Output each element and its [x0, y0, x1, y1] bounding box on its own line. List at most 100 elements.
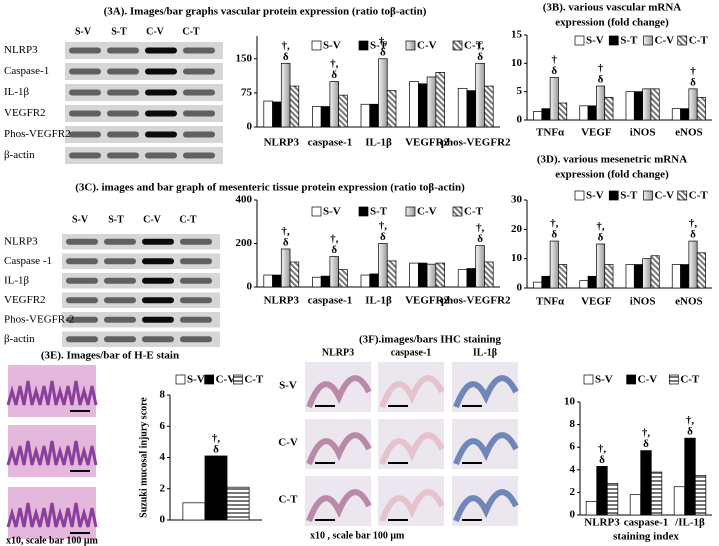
- significance-mark: δ: [477, 233, 483, 245]
- bar: [604, 264, 614, 289]
- significance-mark: δ: [598, 232, 604, 244]
- bar: [558, 264, 568, 289]
- bar: [386, 90, 397, 128]
- chart-title: (3B). various vascular mRNA: [543, 2, 682, 14]
- legend-label: S-V: [323, 206, 341, 218]
- row-label: S-V: [279, 380, 297, 392]
- bar: [263, 274, 273, 288]
- legend-swatch: [574, 190, 585, 201]
- ihc-tissue: [379, 375, 445, 409]
- blot-band: [107, 89, 139, 96]
- significance-mark: †,: [379, 35, 388, 47]
- bar: [642, 258, 652, 289]
- blot-band: [69, 89, 101, 96]
- y-tick-label: 200: [236, 237, 253, 249]
- row-label: VEGFR2: [4, 107, 46, 119]
- chart-title: (3C). images and bar graph of mesenteric…: [75, 182, 465, 194]
- significance-mark: †,: [212, 432, 221, 444]
- significance-mark: δ: [477, 51, 483, 63]
- bar: [338, 269, 348, 288]
- row-label: Caspase -1: [4, 255, 52, 267]
- significance-mark: δ: [598, 74, 604, 86]
- y-tick-label: 150: [236, 52, 253, 64]
- bar: [696, 96, 706, 121]
- bar: [426, 76, 437, 128]
- x-tick-label: VEGFR2: [405, 137, 450, 149]
- bar: [272, 101, 282, 128]
- y-tick-label: 6: [570, 441, 576, 453]
- bar: [378, 58, 388, 128]
- row-label: Phos-VEGFR-2: [4, 313, 74, 325]
- y-tick-label: 0: [517, 114, 523, 126]
- significance-mark: †,: [330, 233, 339, 245]
- bar: [338, 94, 348, 128]
- blot-band: [104, 336, 136, 343]
- bar: [329, 81, 339, 128]
- y-axis-label: Suzuki mucosal injury score: [138, 397, 149, 518]
- legend-label: C-V: [655, 190, 675, 202]
- significance-mark: †,: [550, 218, 559, 230]
- significance-mark: δ: [599, 454, 605, 466]
- bar: [596, 85, 606, 121]
- row-label: β-actin: [4, 149, 35, 161]
- blot-band: [180, 316, 212, 323]
- bar: [369, 273, 379, 288]
- y-tick-label: 10: [511, 252, 523, 264]
- bar: [640, 450, 652, 516]
- x-tick-label: VEGF: [581, 296, 612, 308]
- legend-label: S-T: [370, 206, 388, 218]
- legend-label: C-V: [417, 206, 437, 218]
- bar: [606, 483, 619, 516]
- x-tick-label: VEGF: [581, 127, 612, 139]
- row-label: IL-1β: [4, 86, 30, 98]
- blot-band: [180, 297, 212, 304]
- x-axis-label: staining index: [613, 531, 679, 543]
- y-tick-label: 20: [511, 223, 523, 235]
- significance-mark: †: [690, 65, 696, 77]
- blot-band: [145, 89, 177, 96]
- blot-band: [183, 131, 215, 138]
- column-label: caspase-1: [391, 347, 432, 358]
- significance-mark: †,: [476, 40, 485, 52]
- blot-strip: [65, 63, 223, 80]
- blot-strip: [65, 84, 223, 101]
- blot-band: [145, 131, 177, 138]
- y-tick-label: 30: [511, 194, 523, 206]
- bar: [484, 85, 494, 128]
- bar: [533, 281, 543, 289]
- blot-band: [183, 47, 215, 54]
- blot-strip: [62, 312, 220, 328]
- significance-mark: †,: [282, 40, 291, 52]
- bar: [673, 486, 686, 516]
- chart-title: (3E). Images/bar of H-E stain: [41, 350, 179, 362]
- bar: [409, 262, 419, 288]
- lane-label: S-T: [108, 214, 124, 225]
- ihc-image: [305, 476, 371, 526]
- blot-band: [142, 316, 174, 323]
- blot-band: [142, 258, 174, 265]
- significance-mark: †,: [476, 222, 485, 234]
- bar: [418, 262, 428, 288]
- row-label: NLRP3: [4, 44, 38, 56]
- bar: [272, 274, 282, 288]
- blot-band: [69, 131, 101, 138]
- bar: [466, 90, 477, 128]
- blot-band: [145, 110, 177, 117]
- legend-label: S-T: [620, 190, 638, 202]
- ihc-image: [452, 419, 518, 469]
- x-tick-label: TNFα: [536, 296, 565, 308]
- legend-swatch: [574, 35, 585, 46]
- legend-swatch: [311, 206, 322, 217]
- bar: [360, 103, 371, 128]
- x-tick-label: IL-1β: [365, 295, 392, 307]
- bar: [671, 264, 681, 289]
- legend-label: C-T: [689, 35, 709, 47]
- bar: [182, 502, 206, 521]
- significance-mark: δ: [283, 236, 289, 248]
- he-tissue: [6, 502, 98, 528]
- bar: [585, 501, 598, 516]
- bar: [650, 471, 663, 516]
- x-tick-label: NLRP3: [264, 137, 300, 149]
- ihc-tissue: [306, 489, 372, 523]
